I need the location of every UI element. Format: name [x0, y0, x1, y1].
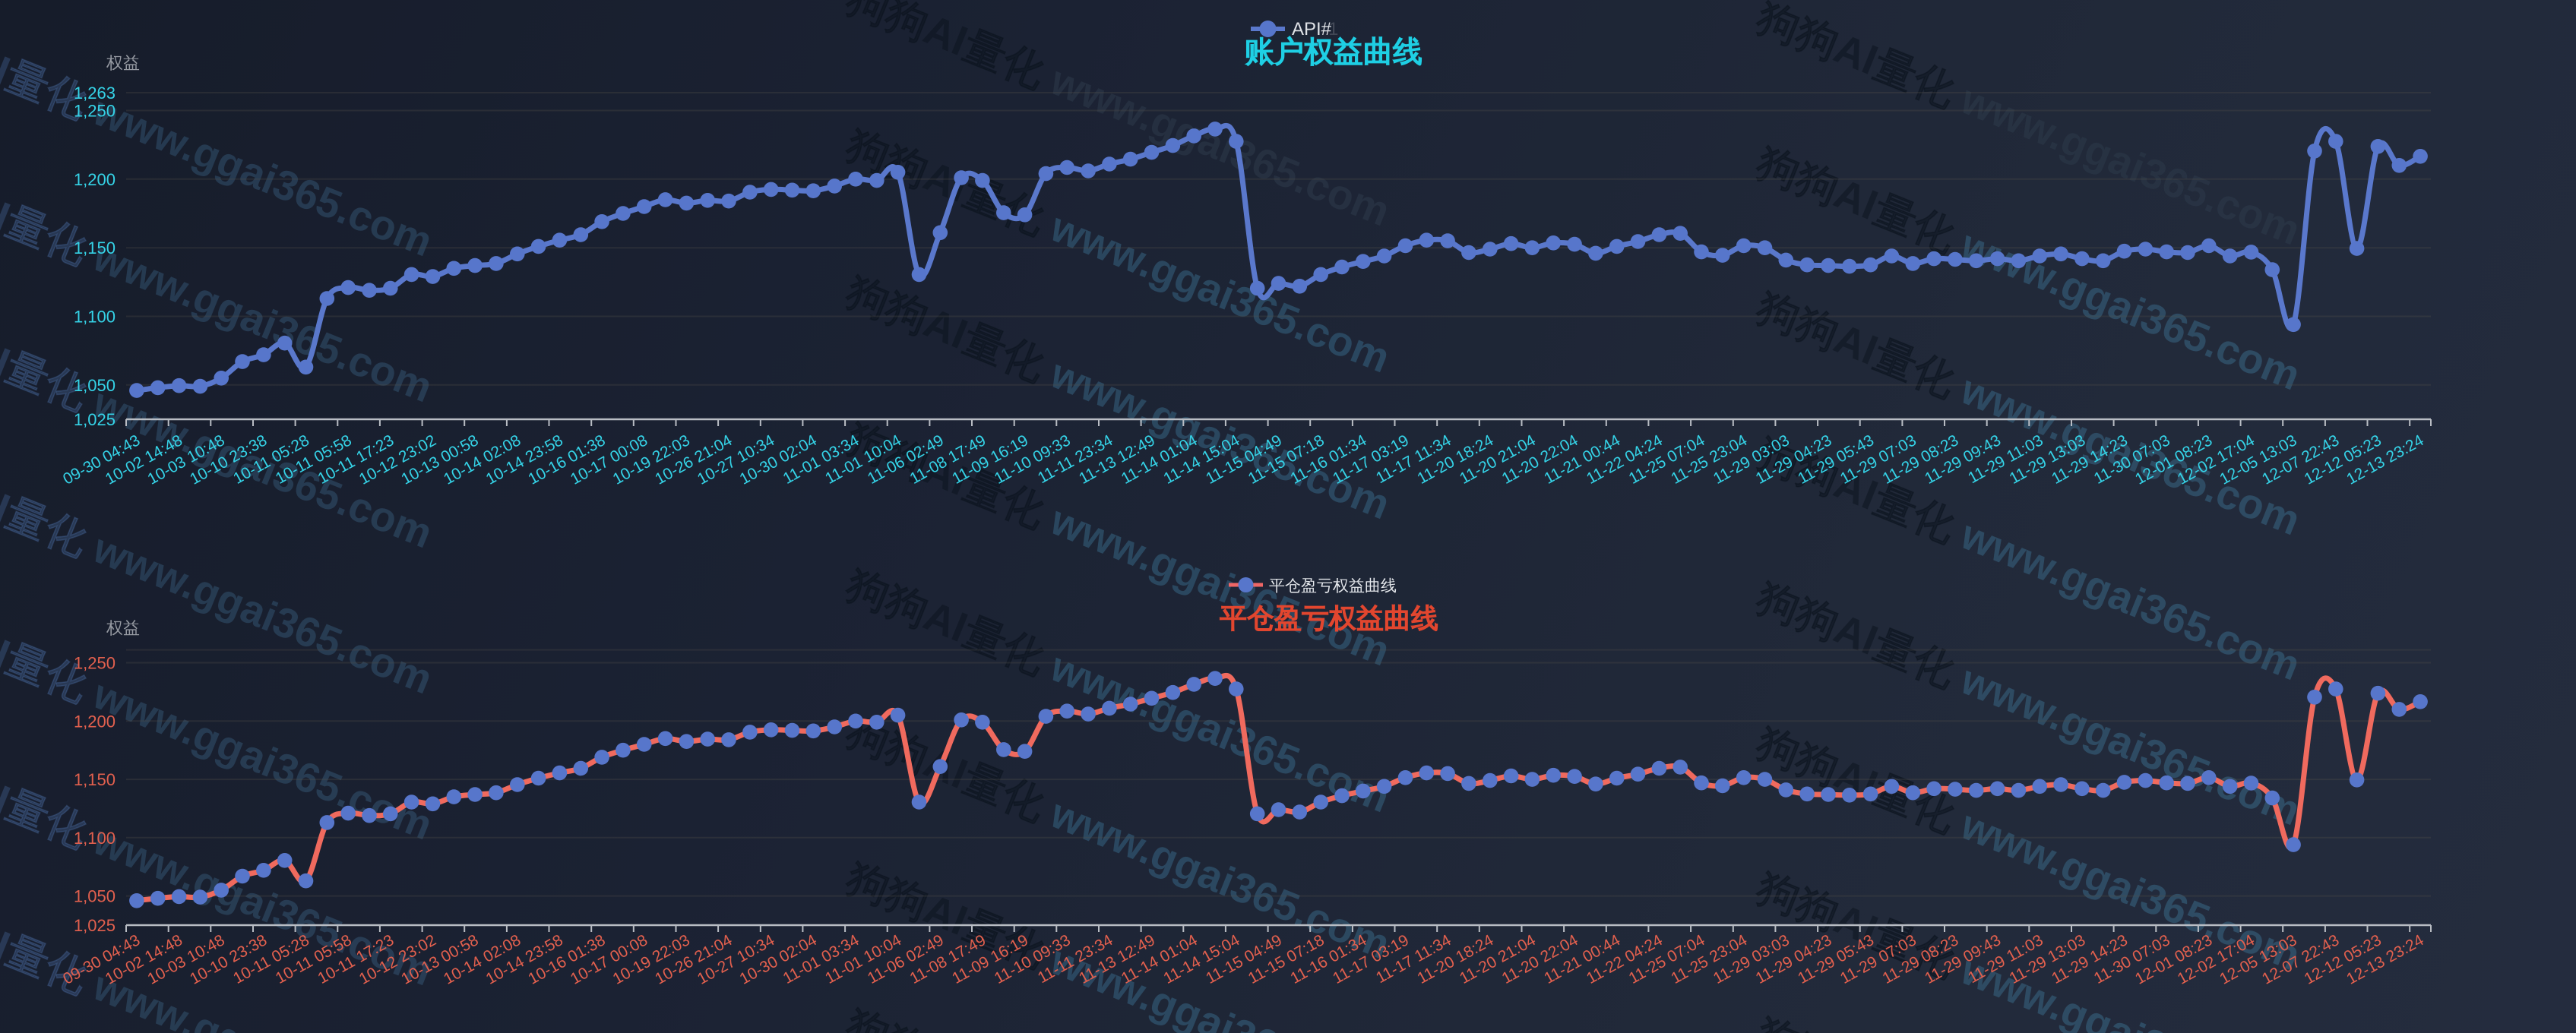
svg-text:AI: AI [0, 36, 17, 95]
svg-text:1,250: 1,250 [74, 102, 116, 121]
svg-text:1,050: 1,050 [74, 887, 116, 906]
svg-text:AI: AI [0, 473, 17, 532]
svg-text:1,050: 1,050 [74, 376, 116, 395]
svg-text:AI: AI [0, 327, 17, 387]
svg-text:1,150: 1,150 [74, 770, 116, 789]
svg-text:AI: AI [0, 182, 17, 241]
svg-text:AI: AI [0, 619, 17, 678]
svg-text:1,025: 1,025 [74, 410, 116, 429]
svg-text:www.ggai365.com: www.ggai365.com [1043, 203, 1396, 382]
svg-text:1,200: 1,200 [74, 712, 116, 731]
svg-text:1,200: 1,200 [74, 170, 116, 189]
svg-text:AI: AI [0, 765, 17, 824]
svg-text:1,150: 1,150 [74, 239, 116, 257]
svg-text:www.ggai365.com: www.ggai365.com [1043, 56, 1396, 235]
svg-text:www.ggai365.com: www.ggai365.com [86, 87, 438, 266]
svg-text:1,250: 1,250 [74, 654, 116, 673]
svg-text:API#: API# [1292, 19, 1332, 39]
svg-text:AI: AI [0, 911, 17, 970]
svg-text:1,100: 1,100 [74, 308, 116, 327]
svg-text:www.ggai365.com: www.ggai365.com [1954, 655, 2306, 835]
svg-text:1,025: 1,025 [74, 916, 116, 935]
svg-text:www.ggai365.com: www.ggai365.com [86, 670, 438, 849]
svg-text:www.ggai365.com: www.ggai365.com [1954, 75, 2306, 254]
svg-text:1,263: 1,263 [74, 84, 116, 103]
svg-text:1,100: 1,100 [74, 829, 116, 848]
svg-text:www.ggai365.com: www.ggai365.com [86, 524, 438, 703]
svg-text:1: 1 [1328, 19, 1338, 39]
svg-text:www.ggai365.com: www.ggai365.com [1043, 496, 1396, 675]
